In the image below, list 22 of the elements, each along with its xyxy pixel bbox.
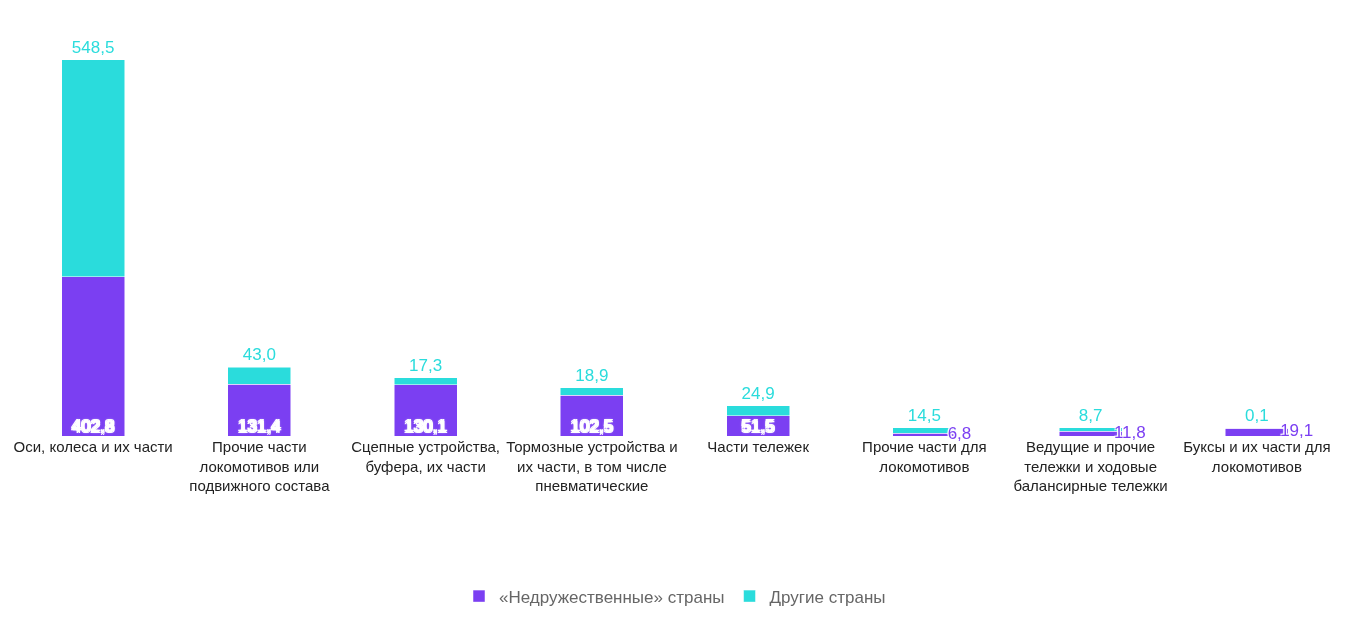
x-tick-label: Прочие части локомотивов или подвижного состава	[189, 438, 331, 494]
data-label: 130,1	[404, 416, 447, 436]
x-tick-label: Тормозные устройства и их части, в том числе пневматические	[506, 438, 678, 494]
data-label: 14,5	[907, 405, 941, 425]
data-label: 131,4	[238, 416, 281, 436]
data-label: 17,3	[409, 355, 443, 375]
data-label: 102,5	[570, 416, 614, 436]
data-label: 43,0	[242, 345, 276, 365]
x-tick-label: Части тележек	[707, 438, 810, 455]
x-tick-label: Буксы и их части для локомотивов	[1183, 438, 1331, 475]
x-tick-label: Сцепные устройства, буфера, их части	[351, 438, 501, 475]
x-tick-label: Оси, колеса и их части	[13, 438, 173, 455]
data-label: 8,7	[1078, 405, 1103, 425]
legend-label: Другие страны	[769, 587, 886, 607]
data-label: 51,5	[741, 416, 775, 436]
legend-label: «Недружественные» страны	[499, 587, 725, 607]
data-label: 402,8	[71, 416, 115, 436]
data-label: 24,9	[741, 383, 775, 403]
data-label: 11,8	[1113, 422, 1146, 442]
data-label: 18,9	[575, 365, 609, 385]
data-label: 548,5	[71, 37, 115, 57]
data-label: 0,1	[1245, 406, 1269, 426]
